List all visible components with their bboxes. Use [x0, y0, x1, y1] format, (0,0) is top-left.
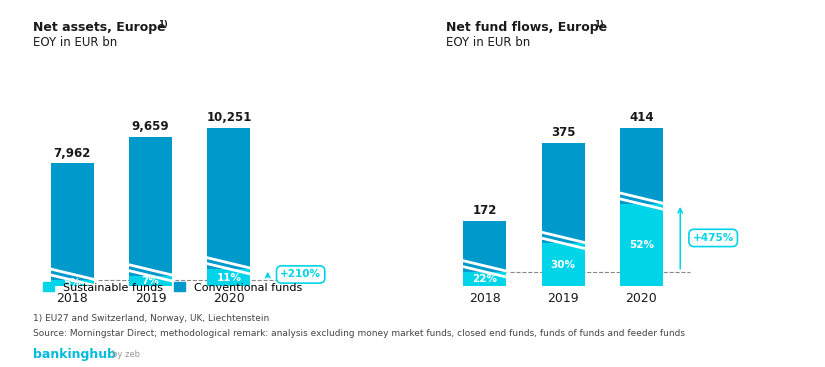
Text: 52%: 52% [629, 240, 654, 250]
Text: Net fund flows, Europe: Net fund flows, Europe [446, 21, 606, 34]
Bar [129, 276, 172, 286]
Bar [207, 269, 251, 286]
Legend: Sustainable funds, Conventional funds: Sustainable funds, Conventional funds [39, 278, 307, 297]
Text: 30%: 30% [550, 260, 576, 270]
Text: 7,962: 7,962 [54, 146, 91, 160]
Text: 1) EU27 and Switzerland, Norway, UK, Liechtenstein: 1) EU27 and Switzerland, Norway, UK, Lie… [33, 314, 269, 323]
Bar [541, 143, 585, 243]
Bar [620, 128, 663, 204]
Bar [50, 280, 94, 286]
Text: 22%: 22% [472, 274, 497, 284]
Text: 1): 1) [158, 20, 168, 29]
Text: 10,251: 10,251 [206, 111, 252, 124]
Text: EOY in EUR bn: EOY in EUR bn [446, 36, 530, 49]
Text: bankinghub: bankinghub [33, 348, 116, 361]
Text: 414: 414 [629, 111, 653, 124]
Text: 1): 1) [594, 20, 604, 29]
Text: +475%: +475% [692, 233, 733, 243]
Bar [207, 128, 251, 269]
Text: +210%: +210% [280, 269, 321, 280]
Text: 5%: 5% [64, 278, 81, 288]
Text: 7%: 7% [142, 276, 159, 286]
Bar [463, 221, 507, 272]
Bar [50, 163, 94, 280]
Bar [463, 272, 507, 286]
Text: EOY in EUR bn: EOY in EUR bn [33, 36, 117, 49]
Text: by zeb: by zeb [112, 350, 140, 359]
Bar [129, 137, 172, 276]
Text: 375: 375 [551, 126, 575, 139]
Text: Net assets, Europe: Net assets, Europe [33, 21, 166, 34]
Text: 11%: 11% [216, 273, 242, 283]
Text: 172: 172 [473, 204, 497, 217]
Text: Source: Morningstar Direct; methodological remark: analysis excluding money mark: Source: Morningstar Direct; methodologic… [33, 329, 685, 338]
Bar [620, 204, 663, 286]
Text: 9,659: 9,659 [132, 120, 169, 133]
Bar [541, 243, 585, 286]
